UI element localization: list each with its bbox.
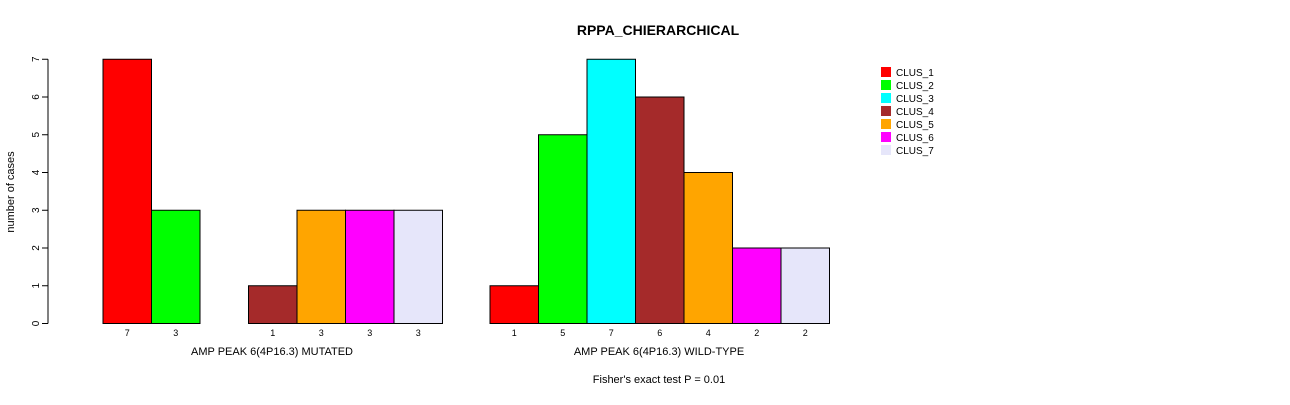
y-axis-label: number of cases xyxy=(5,151,17,233)
bar-count-label: 7 xyxy=(609,328,614,338)
legend-label: CLUS_3 xyxy=(896,94,934,105)
legend-label: CLUS_5 xyxy=(896,120,934,131)
bar-clus-7 xyxy=(393,209,443,324)
y-tick-label: 5 xyxy=(31,132,42,138)
y-tick-label: 7 xyxy=(31,56,42,62)
bar-count-label: 3 xyxy=(367,328,372,338)
legend-swatch xyxy=(881,106,891,116)
bar-count-label: 2 xyxy=(803,328,808,338)
y-tick-label: 3 xyxy=(31,207,42,213)
bar-count-label: 6 xyxy=(657,328,662,338)
legend-swatch xyxy=(881,93,891,103)
legend-label: CLUS_2 xyxy=(896,81,934,92)
legend-swatch xyxy=(881,132,891,142)
bar-clus-3 xyxy=(586,58,636,324)
bar-count-label: 2 xyxy=(754,328,759,338)
bar-clus-5 xyxy=(296,209,346,324)
legend-label: CLUS_1 xyxy=(896,68,934,79)
bar-count-label: 7 xyxy=(125,328,130,338)
legend: CLUS_1 CLUS_2 CLUS_3 CLUS_4 CLUS_5 CLUS_6 CLUS… xyxy=(881,67,934,157)
y-axis: 0 1 2 3 4 5 6 7 xyxy=(31,56,49,326)
bar-count-label: 1 xyxy=(512,328,517,338)
bar-clus-1 xyxy=(102,58,152,324)
bar-clus-5 xyxy=(683,172,733,324)
bar-count-label: 3 xyxy=(319,328,324,338)
legend-swatch xyxy=(881,67,891,77)
legend-swatch xyxy=(881,119,891,129)
bar-count-label: 3 xyxy=(416,328,421,338)
bar-count-label: 5 xyxy=(560,328,565,338)
legend-label: CLUS_7 xyxy=(896,146,934,157)
y-tick-label: 4 xyxy=(31,169,42,175)
bar-count-label: 3 xyxy=(173,328,178,338)
bar-clus-2 xyxy=(538,134,588,324)
y-tick-label: 0 xyxy=(31,320,42,326)
chart-title: RPPA_CHIERARCHICAL xyxy=(577,22,740,38)
fisher-test-footnote: Fisher's exact test P = 0.01 xyxy=(593,374,725,386)
group-label-wild-type: AMP PEAK 6(4P16.3) WILD-TYPE xyxy=(574,346,744,358)
legend-label: CLUS_4 xyxy=(896,107,934,118)
legend-swatch xyxy=(881,145,891,155)
bar-clus-4 xyxy=(248,285,298,324)
y-tick-label: 6 xyxy=(31,94,42,100)
bar-count-label: 1 xyxy=(270,328,275,338)
legend-swatch xyxy=(881,80,891,90)
bar-clus-1 xyxy=(489,285,539,324)
group-label-mutated: AMP PEAK 6(4P16.3) MUTATED xyxy=(191,346,353,358)
y-tick-label: 1 xyxy=(31,283,42,289)
bar-clus-7 xyxy=(780,247,830,324)
bar-clus-2 xyxy=(151,209,201,324)
y-tick-label: 2 xyxy=(31,245,42,251)
bars: 7 3 1 3 3 3 1 5 7 6 4 2 2 xyxy=(102,58,830,338)
bar-clus-6 xyxy=(732,247,782,324)
bar-count-label: 4 xyxy=(706,328,711,338)
legend-label: CLUS_6 xyxy=(896,133,934,144)
bar-group-mutated: 7 3 1 3 3 3 xyxy=(102,58,443,338)
bar-clus-6 xyxy=(345,209,395,324)
bar-clus-4 xyxy=(635,96,685,324)
bar-group-wild-type: 1 5 7 6 4 2 2 xyxy=(489,58,830,338)
